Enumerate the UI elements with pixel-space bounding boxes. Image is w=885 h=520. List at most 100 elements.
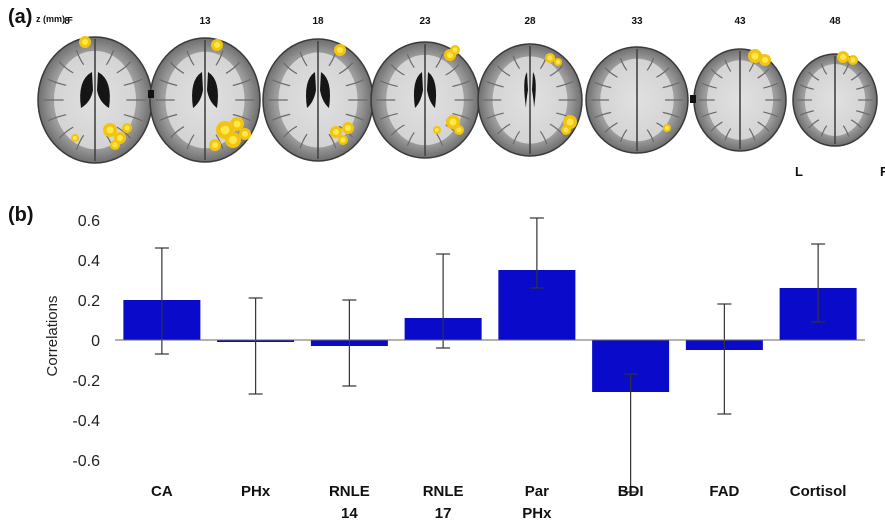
sulcus (390, 124, 405, 136)
brain-slice (149, 37, 261, 163)
correlation-bar-chart: Correlations 0.6 0.4 0.2 0 -0.2 -0.4 -0.6 CA PHx R… (44, 213, 865, 520)
sulcus (328, 133, 337, 149)
y-tick-label: 0.6 (78, 213, 100, 230)
activation-peak (233, 120, 241, 128)
activation-peak (762, 57, 768, 63)
sulcus (47, 78, 67, 86)
activation-peak (214, 42, 220, 48)
sulcus (549, 65, 564, 77)
sulcus (850, 71, 862, 81)
sulcus (701, 111, 717, 118)
y-tick-label: -0.2 (72, 373, 100, 390)
sulcus (808, 119, 820, 129)
ventricle-left (524, 72, 528, 108)
sulcus (619, 57, 628, 71)
sulcus (604, 67, 618, 78)
sulcus (186, 50, 195, 66)
sulcus (724, 128, 732, 141)
activation-peak (340, 137, 346, 143)
category-label: Cortisol (790, 483, 847, 500)
sulcus (763, 82, 779, 89)
sulcus (406, 132, 415, 147)
activation-peak (456, 127, 462, 133)
slice-z-label: 8 (64, 16, 70, 27)
sulcus (842, 125, 850, 137)
y-tick-label: 0.4 (78, 253, 100, 270)
sulcus (75, 134, 85, 151)
activation-peak (242, 131, 248, 137)
ventricle-right (97, 72, 110, 108)
activation-peak (117, 135, 123, 141)
activation-peak (850, 57, 856, 63)
sulcus (820, 125, 828, 137)
category-label: FAD (709, 483, 739, 500)
sulcus (710, 68, 723, 79)
slice-z-label: 13 (199, 16, 211, 27)
ventricle-right (320, 72, 330, 108)
brain-slice (693, 48, 787, 152)
slice-marker (690, 95, 696, 103)
sulcus (820, 63, 828, 75)
ventricle-left (306, 72, 316, 108)
sulcus (58, 61, 74, 74)
y-axis-label: Correlations (44, 296, 61, 377)
sulcus (170, 126, 185, 139)
sulcus (58, 126, 74, 139)
y-tick-label: 0.2 (78, 293, 100, 310)
activation-peak (547, 55, 553, 61)
sulcus (710, 121, 723, 132)
slice-z-label: 33 (631, 16, 643, 27)
brain-slice (370, 41, 480, 159)
z-unit-label: z (mm) = (36, 14, 73, 24)
sulcus (186, 134, 195, 150)
slice-z-label: 28 (524, 16, 536, 27)
sulcus (539, 130, 548, 145)
sulcus (272, 113, 291, 121)
activation-peak (452, 47, 458, 53)
sulcus (512, 55, 521, 70)
orientation-left-label: L (795, 164, 803, 179)
sulcus (406, 53, 415, 68)
ventricle-right (532, 72, 536, 108)
brain-slice (792, 51, 878, 147)
slice-z-label: 48 (829, 16, 841, 27)
sulcus (748, 128, 756, 141)
sulcus (225, 61, 240, 74)
brain-slice (585, 46, 689, 154)
ventricle-left (413, 72, 423, 108)
category-label: BDI (618, 483, 644, 500)
sulcus (445, 64, 460, 76)
sulcus (159, 78, 178, 87)
activation-peak (566, 118, 574, 126)
activation-peak (112, 142, 118, 148)
sulcus (338, 62, 353, 75)
sulcus (299, 133, 308, 149)
activation-peak (556, 60, 560, 64)
sulcus (123, 114, 143, 122)
sulcus (757, 121, 770, 132)
sulcus (379, 80, 398, 88)
activation-peak (449, 118, 457, 126)
sulcus (856, 84, 871, 90)
category-label: Par PHx (522, 483, 552, 520)
sulcus (435, 53, 444, 68)
activation-peak (345, 125, 351, 131)
activation-peak (840, 54, 846, 60)
y-tick-label: -0.4 (72, 413, 100, 430)
sulcus (486, 112, 504, 120)
sulcus (272, 79, 291, 87)
sulcus (452, 112, 471, 120)
category-label: RNLE 17 (423, 483, 464, 520)
sulcus (604, 122, 618, 133)
sulcus (842, 63, 850, 75)
activation-peak (563, 127, 569, 133)
activation-peak (337, 47, 343, 53)
sulcus (232, 113, 251, 122)
orientation-right-label: R (880, 164, 885, 179)
sulcus (215, 50, 224, 66)
sulcus (646, 57, 655, 71)
sulcus (662, 81, 680, 89)
sulcus (105, 49, 115, 66)
activation-peak (665, 126, 669, 130)
sulcus (283, 62, 298, 75)
